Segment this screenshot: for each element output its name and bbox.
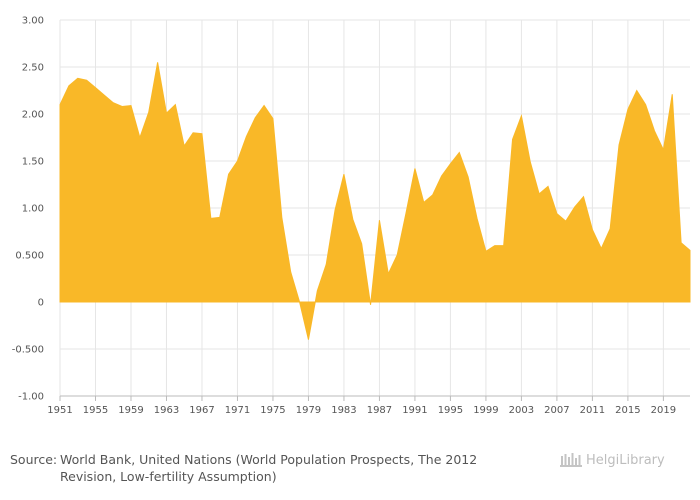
y-tick-label: -0.500 xyxy=(12,345,44,356)
helgilibrary-logo: HelgiLibrary xyxy=(560,449,665,471)
y-axis-ticks: -1.00 -0.500 0 0.500 1.00 1.50 2.00 2.50 3.00 xyxy=(12,16,44,403)
source-line-1: World Bank, United Nations (World Popula… xyxy=(60,452,478,467)
logo-text: HelgiLibrary xyxy=(586,452,665,468)
x-tick-label: 1967 xyxy=(189,405,214,416)
y-tick-label: -1.00 xyxy=(18,392,44,403)
x-tick-label: 2015 xyxy=(615,405,640,416)
x-tick-label: 1995 xyxy=(438,405,463,416)
x-tick-label: 1979 xyxy=(296,405,321,416)
area-series xyxy=(59,62,691,340)
x-axis-ticks: 1951 1955 1959 1963 1967 1971 1975 1979 1983 1987… xyxy=(47,396,676,416)
x-tick-label: 2007 xyxy=(544,405,569,416)
area-layer xyxy=(59,62,691,340)
x-tick-label: 1971 xyxy=(225,405,250,416)
x-tick-label: 1999 xyxy=(473,405,498,416)
x-tick-label: 1991 xyxy=(402,405,427,416)
y-tick-label: 1.00 xyxy=(22,204,44,215)
x-tick-label: 1955 xyxy=(83,405,108,416)
y-tick-label: 1.50 xyxy=(22,157,44,168)
area-chart: -1.00 -0.500 0 0.500 1.00 1.50 2.00 2.50 3.00 19… xyxy=(12,16,691,416)
source-note: Source: World Bank, United Nations (World… xyxy=(10,451,510,485)
x-tick-label: 1963 xyxy=(154,405,179,416)
x-tick-label: 2011 xyxy=(580,405,605,416)
library-icon xyxy=(560,453,582,467)
y-tick-label: 2.50 xyxy=(22,63,44,74)
x-tick-label: 2003 xyxy=(509,405,534,416)
x-tick-label: 1983 xyxy=(331,405,356,416)
x-tick-label: 1987 xyxy=(367,405,392,416)
y-tick-label: 0 xyxy=(38,298,44,309)
x-tick-label: 1951 xyxy=(47,405,72,416)
y-tick-label: 0.500 xyxy=(15,251,44,262)
source-line-2: Revision, Low-fertility Assumption) xyxy=(60,469,277,484)
source-prefix: Source: xyxy=(10,452,58,467)
y-tick-label: 3.00 xyxy=(22,16,44,27)
x-tick-label: 1975 xyxy=(260,405,285,416)
x-tick-label: 1959 xyxy=(118,405,143,416)
x-tick-label: 2019 xyxy=(651,405,676,416)
y-tick-label: 2.00 xyxy=(22,110,44,121)
